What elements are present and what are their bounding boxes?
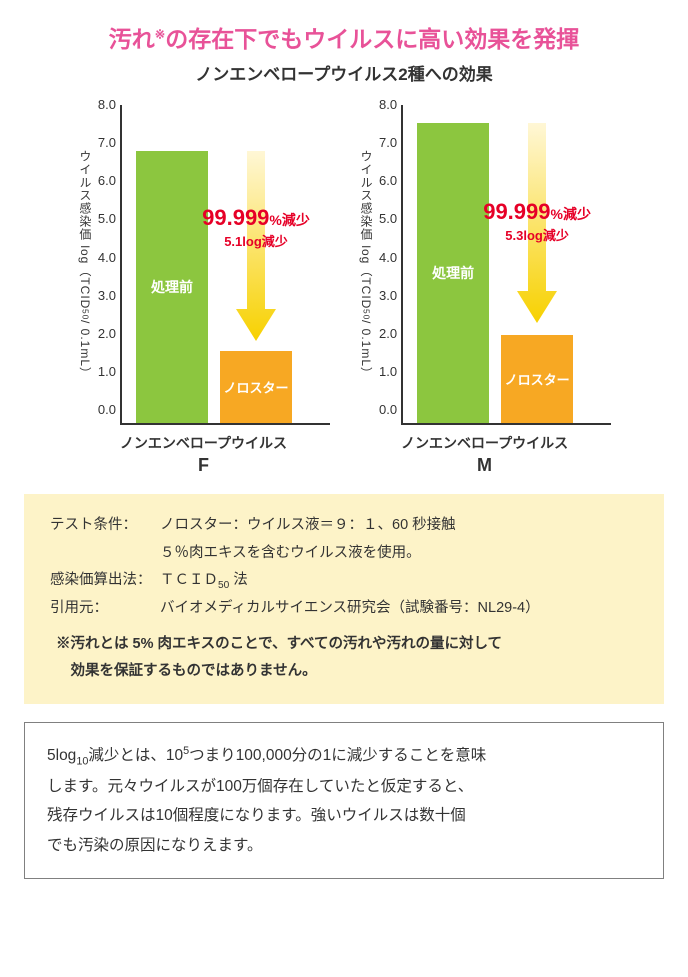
- condition-row: 感染価算出法：ＴＣＩＤ50 法: [50, 567, 638, 595]
- explain-l4: でも汚染の原因になりえます。: [47, 837, 262, 854]
- condition-label: 引用元：: [50, 595, 160, 623]
- condition-row: 引用元：バイオメディカルサイエンス研究会（試験番号：NL29-4）: [50, 595, 638, 623]
- bar-before: 処理前: [417, 123, 489, 423]
- y-axis-label: ウイルス感染価 log（TCID50/ 0.1mL）: [77, 105, 98, 425]
- y-tick: 4.0: [98, 250, 116, 265]
- condition-value: ５％肉エキスを含むウイルス液を使用。: [160, 540, 421, 568]
- y-tick: 4.0: [379, 250, 397, 265]
- title-note-mark: ※: [155, 27, 166, 41]
- explain-l1sub: 10: [76, 755, 88, 767]
- y-axis-ticks: 8.0 7.0 6.0 5.0 4.0 3.0 2.0 1.0 0.0: [379, 97, 401, 417]
- reduction-callout: 99.999%減少5.1log減少: [202, 205, 310, 250]
- conditions-box: テスト条件：ノロスター：ウイルス液＝９：１、60 秒接触５％肉エキスを含むウイル…: [24, 494, 664, 704]
- title-pre: 汚れ: [109, 26, 155, 52]
- y-axis-label: ウイルス感染価 log（TCID50/ 0.1mL）: [358, 105, 379, 425]
- x-axis-label: ノンエンベロープウイルスM: [358, 433, 611, 476]
- bar-after-label: ノロスター: [505, 370, 570, 389]
- bar-before: 処理前: [136, 151, 208, 423]
- y-tick: 0.0: [98, 402, 116, 417]
- condition-value: ノロスター：ウイルス液＝９：１、60 秒接触: [160, 512, 456, 540]
- y-tick: 2.0: [379, 326, 397, 341]
- reduction-callout: 99.999%減少5.3log減少: [483, 199, 591, 244]
- y-tick: 6.0: [98, 173, 116, 188]
- sub-title: ノンエンベロープウイルス2種への効果: [24, 60, 664, 85]
- condition-row: ５％肉エキスを含むウイルス液を使用。: [50, 540, 638, 568]
- bar-after-label: ノロスター: [223, 378, 288, 397]
- y-tick: 5.0: [98, 211, 116, 226]
- condition-row: テスト条件：ノロスター：ウイルス液＝９：１、60 秒接触: [50, 512, 638, 540]
- y-tick: 8.0: [379, 97, 397, 112]
- y-tick: 3.0: [98, 288, 116, 303]
- explain-l1a: 5log: [47, 747, 76, 764]
- reduction-percent: 99.999%減少: [202, 205, 310, 231]
- explain-l2: します。元々ウイルスが100万個存在していたと仮定すると、: [47, 778, 473, 795]
- explain-l1b: 減少とは、10: [88, 747, 183, 764]
- y-tick: 2.0: [98, 326, 116, 341]
- explain-l3: 残存ウイルスは10個程度になります。強いウイルスは数十個: [47, 807, 466, 824]
- y-axis-ticks: 8.0 7.0 6.0 5.0 4.0 3.0 2.0 1.0 0.0: [98, 97, 120, 417]
- reduction-percent: 99.999%減少: [483, 199, 591, 225]
- y-tick: 7.0: [379, 135, 397, 150]
- charts-row: ウイルス感染価 log（TCID50/ 0.1mL）8.07.06.05.04.…: [24, 105, 664, 476]
- condition-value: バイオメディカルサイエンス研究会（試験番号：NL29-4）: [160, 595, 540, 623]
- explain-l1c: つまり100,000分の1に減少することを意味: [189, 747, 486, 764]
- y-tick: 6.0: [379, 173, 397, 188]
- y-tick: 8.0: [98, 97, 116, 112]
- plot-area: 処理前ノロスター 99.999%減少5.1log減少: [120, 105, 330, 425]
- title-post: の存在下でもウイルスに高い効果を発揮: [165, 26, 579, 52]
- bar-after: ノロスター: [220, 351, 292, 423]
- condition-label: 感染価算出法：: [50, 567, 160, 595]
- y-tick: 5.0: [379, 211, 397, 226]
- chart-f: ウイルス感染価 log（TCID50/ 0.1mL）8.07.06.05.04.…: [77, 105, 330, 476]
- y-tick: 7.0: [98, 135, 116, 150]
- x-axis-label: ノンエンベロープウイルスF: [77, 433, 330, 476]
- reduction-log: 5.3log減少: [483, 225, 591, 244]
- conditions-disclaimer: ※汚れとは 5% 肉エキスのことで、すべての汚れや汚れの量に対して 効果を保証す…: [50, 631, 638, 686]
- main-title: 汚れ※の存在下でもウイルスに高い効果を発揮: [24, 20, 664, 54]
- y-tick: 1.0: [379, 364, 397, 379]
- condition-value: ＴＣＩＤ50 法: [160, 567, 248, 595]
- condition-label: テスト条件：: [50, 512, 160, 540]
- y-tick: 1.0: [98, 364, 116, 379]
- y-tick: 3.0: [379, 288, 397, 303]
- chart-m: ウイルス感染価 log（TCID50/ 0.1mL）8.07.06.05.04.…: [358, 105, 611, 476]
- explanation-box: 5log10減少とは、105つまり100,000分の1に減少することを意味 しま…: [24, 722, 664, 879]
- bar-before-label: 処理前: [151, 277, 193, 297]
- bar-before-label: 処理前: [432, 263, 474, 283]
- condition-label: [50, 540, 160, 568]
- y-tick: 0.0: [379, 402, 397, 417]
- plot-area: 処理前ノロスター 99.999%減少5.3log減少: [401, 105, 611, 425]
- reduction-log: 5.1log減少: [202, 231, 310, 250]
- bar-after: ノロスター: [501, 335, 573, 423]
